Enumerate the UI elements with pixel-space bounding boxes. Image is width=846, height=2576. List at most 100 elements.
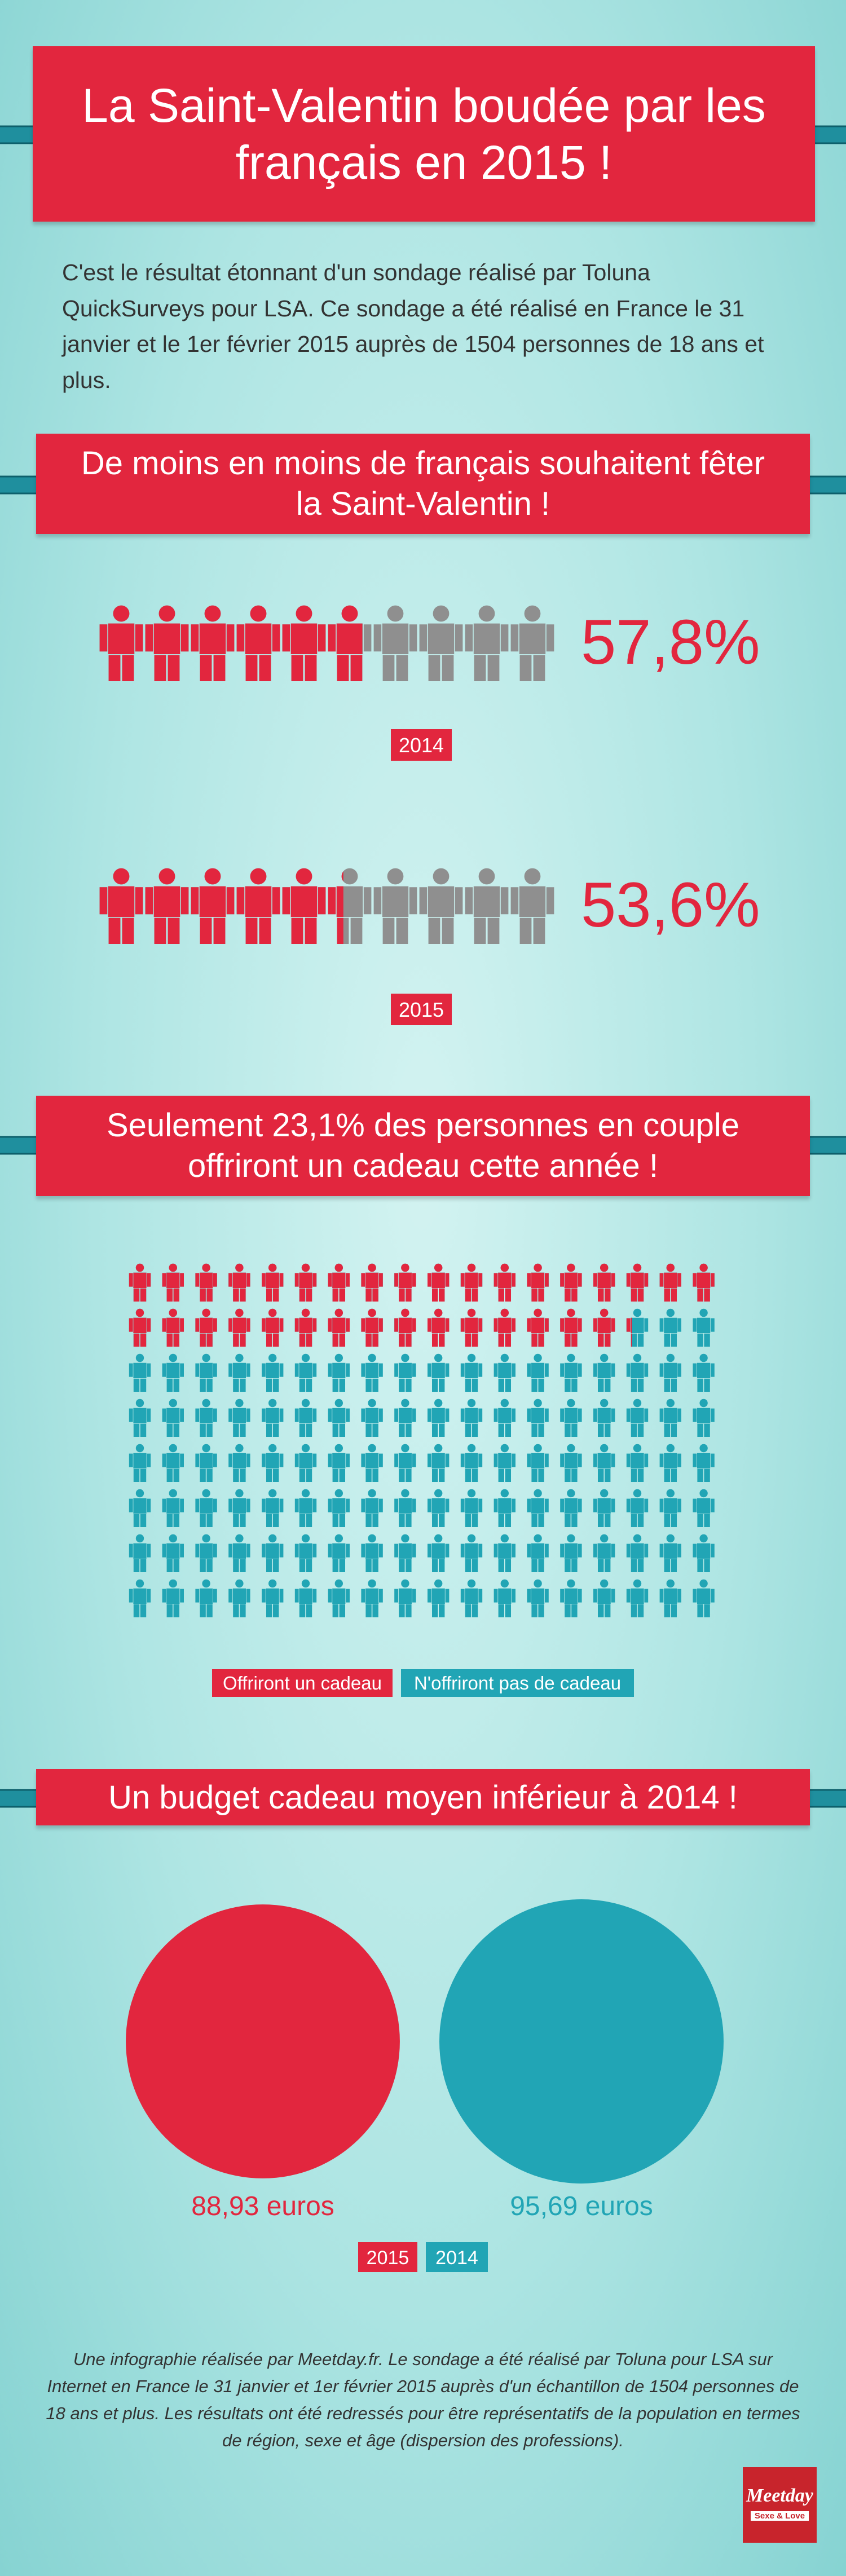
- person-icon: [195, 1399, 217, 1437]
- year-label: 2014: [399, 734, 444, 757]
- person-icon: [162, 1489, 184, 1527]
- person-icon: [162, 1444, 184, 1482]
- person-icon: [394, 1534, 416, 1572]
- person-icon: [626, 1399, 649, 1437]
- person-icon: [361, 1444, 383, 1482]
- person-icon: [294, 1399, 317, 1437]
- person-icon: [262, 1308, 284, 1347]
- person-icon: [428, 1579, 450, 1617]
- person-icon: [262, 1399, 284, 1437]
- person-icon: [659, 1308, 681, 1347]
- person-icon: [593, 1263, 615, 1302]
- person-icon: [373, 868, 417, 944]
- budget-circle: [439, 1899, 724, 2184]
- person-icon: [428, 1353, 450, 1392]
- person-icon: [460, 1263, 483, 1302]
- person-icon: [527, 1263, 549, 1302]
- person-icon: [394, 1444, 416, 1482]
- person-icon: [626, 1489, 649, 1527]
- person-icon: [328, 1579, 350, 1617]
- person-icon: [394, 1489, 416, 1527]
- person-icon: [129, 1444, 151, 1482]
- person-icon: [129, 1308, 151, 1347]
- person-icon: [191, 605, 235, 681]
- person-icon: [262, 1534, 284, 1572]
- value-label: 88,93 euros: [191, 2191, 334, 2221]
- person-icon: [428, 1399, 450, 1437]
- person-icon: [493, 1353, 515, 1392]
- person-icon: [195, 1489, 217, 1527]
- person-icon: [693, 1579, 715, 1617]
- person-icon: [626, 1263, 649, 1302]
- person-icon: [99, 605, 143, 681]
- legend-label: Offriront un cadeau: [223, 1673, 382, 1693]
- legend-swatch: [401, 1669, 634, 1697]
- budget-circle: [126, 1904, 400, 2178]
- marks: 57,8% 2014 53,6% 2015 Offriront un cadeau N'o…: [99, 605, 760, 2272]
- person-icon: [145, 605, 189, 681]
- person-icon: [510, 605, 554, 681]
- person-icon: [162, 1308, 184, 1347]
- section-title: De moins en moins de français souhaitent…: [81, 444, 765, 523]
- person-icon: [693, 1489, 715, 1527]
- person-icon: [361, 1579, 383, 1617]
- person-icon: [294, 1308, 317, 1347]
- person-icon: [129, 1263, 151, 1302]
- section-banner: De moins en moins de français souhaitent…: [36, 434, 810, 534]
- person-icon: [262, 1444, 284, 1482]
- section-title: Un budget cadeau moyen inférieur à 2014 …: [108, 1779, 738, 1816]
- person-icon: [195, 1534, 217, 1572]
- person-icon: [162, 1399, 184, 1437]
- logo-text: Meetday: [746, 2485, 813, 2506]
- person-icon: [593, 1579, 615, 1617]
- person-icon: [659, 1534, 681, 1572]
- person-icon: [693, 1353, 715, 1392]
- person-icon: [228, 1489, 250, 1527]
- person-icon: [560, 1444, 582, 1482]
- intro: C'est le résultat étonnant d'un sondage …: [62, 259, 764, 393]
- person-icon: [460, 1579, 483, 1617]
- person-icon: [228, 1534, 250, 1572]
- person-icon: [659, 1263, 681, 1302]
- person-icon: [460, 1308, 483, 1347]
- person-icon: [626, 1579, 649, 1617]
- person-icon: [228, 1263, 250, 1302]
- person-icon: [195, 1353, 217, 1392]
- person-icon: [191, 868, 235, 944]
- person-icon: [593, 1444, 615, 1482]
- person-icon: [626, 1353, 649, 1392]
- section-banner: Seulement 23,1% des personnes en couple …: [36, 1096, 810, 1196]
- person-icon: [228, 1399, 250, 1437]
- person-icon: [394, 1353, 416, 1392]
- person-icon: [294, 1534, 317, 1572]
- legend-swatch: [358, 2242, 417, 2272]
- person-icon: [294, 1489, 317, 1527]
- person-icon: [460, 1489, 483, 1527]
- person-icon: [493, 1263, 515, 1302]
- person-icon: [460, 1353, 483, 1392]
- person-icon: [493, 1399, 515, 1437]
- value-label: 57,8%: [581, 607, 760, 677]
- logo-tagline: Sexe & Love: [751, 2511, 809, 2521]
- person-icon: [328, 1444, 350, 1482]
- person-icon: [428, 1308, 450, 1347]
- person-icon: [262, 1489, 284, 1527]
- person-icon: [659, 1489, 681, 1527]
- person-icon: [693, 1444, 715, 1482]
- person-icon: [228, 1444, 250, 1482]
- year-label: 2015: [399, 998, 444, 1021]
- person-icon: [236, 868, 280, 944]
- person-icon: [428, 1263, 450, 1302]
- person-icon: [361, 1263, 383, 1302]
- person-icon: [560, 1308, 582, 1347]
- person-icon: [560, 1579, 582, 1617]
- person-icon: [593, 1399, 615, 1437]
- title-banner: La Saint-Valentin boudée par les françai…: [33, 46, 815, 222]
- person-icon: [527, 1534, 549, 1572]
- legend-label: 2014: [435, 2247, 478, 2269]
- person-icon: [373, 605, 417, 681]
- year-box: [391, 729, 452, 761]
- person-icon: [294, 1353, 317, 1392]
- person-icon: [282, 605, 326, 681]
